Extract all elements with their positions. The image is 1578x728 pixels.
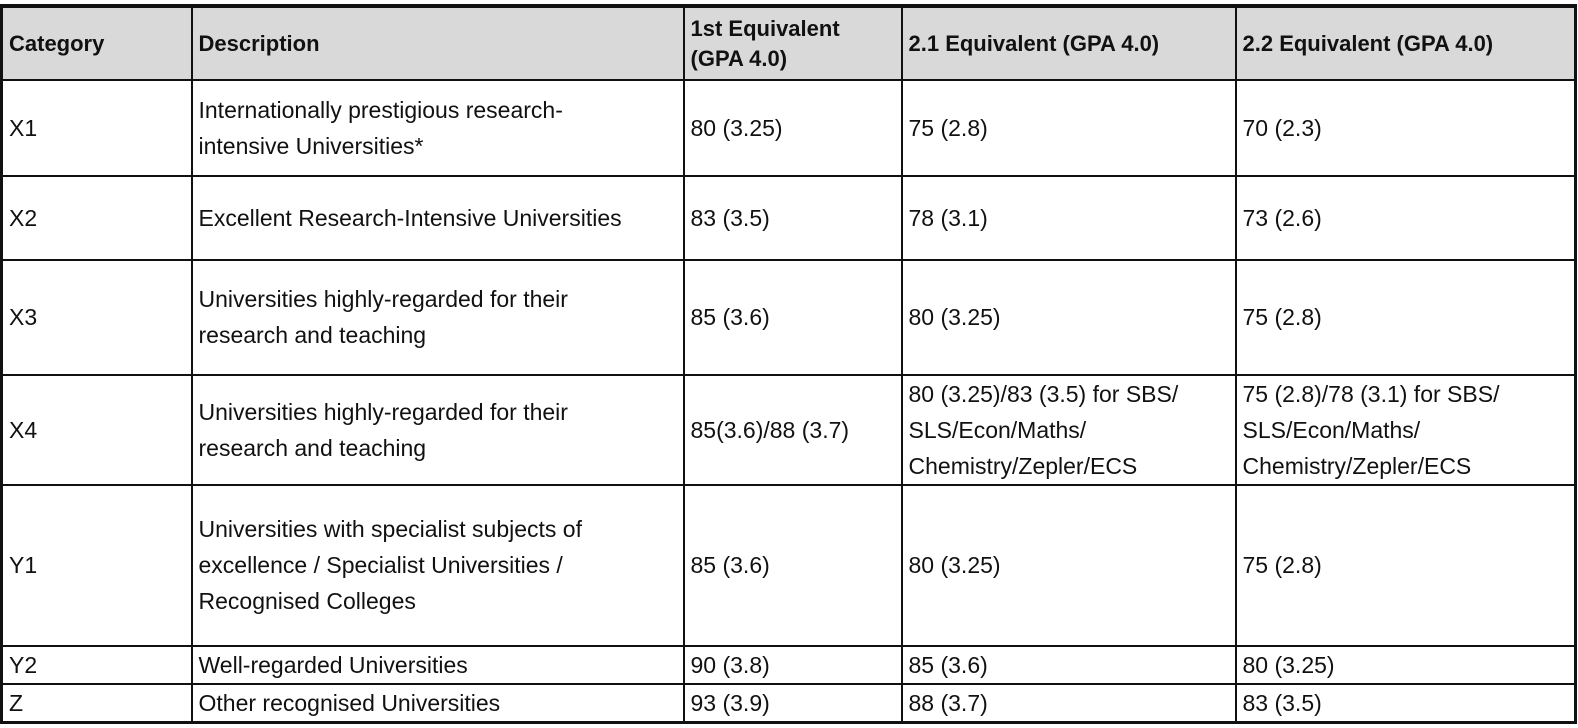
two-two-equivalent-value: 75 (2.8)/78 (3.1) for SBS/ SLS/Econ/Math… [1242,381,1500,480]
category-value: X3 [9,304,38,331]
grade-equivalence-table: Category Description 1st Equivalent (GPA… [0,4,1577,724]
header-first-equivalent: 1st Equivalent (GPA 4.0) [682,5,903,81]
category-cell: X1 [0,78,193,178]
description-value: Other recognised Universities [198,689,501,716]
category-cell: X2 [0,175,193,261]
two-one-equivalent-value: 85 (3.6) [908,651,988,678]
description-cell: Well-regarded Universities [190,644,685,685]
first-equivalent-cell: 85 (3.6) [682,258,903,376]
two-two-equivalent-value: 75 (2.8) [1242,552,1322,579]
category-value: X1 [9,115,38,142]
description-cell: Other recognised Universities [190,682,685,724]
table-row: Y2 Well-regarded Universities 90 (3.8) 8… [0,644,1577,685]
two-two-equivalent-cell: 70 (2.3) [1234,78,1577,178]
two-two-equivalent-cell: 75 (2.8) [1234,484,1577,647]
header-category-label: Category [9,30,105,56]
description-value: Excellent Research-Intensive Universitie… [198,204,622,231]
two-one-equivalent-value: 88 (3.7) [908,689,988,716]
header-two-two-equivalent-label: 2.2 Equivalent (GPA 4.0) [1242,30,1494,56]
category-value: Z [9,689,24,716]
table-row: X3 Universities highly-regarded for thei… [0,258,1577,376]
header-description: Description [190,5,685,81]
two-two-equivalent-value: 70 (2.3) [1242,115,1322,142]
two-one-equivalent-value: 75 (2.8) [908,115,988,142]
first-equivalent-value: 85 (3.6) [690,552,770,579]
category-value: Y1 [9,552,38,579]
description-value: Universities highly-regarded for their r… [198,399,568,462]
table-row: Y1 Universities with specialist subjects… [0,484,1577,647]
equivalence-table-container: Category Description 1st Equivalent (GPA… [0,4,1577,724]
two-one-equivalent-value: 78 (3.1) [908,204,988,231]
first-equivalent-cell: 83 (3.5) [682,175,903,261]
table-row: X4 Universities highly-regarded for thei… [0,373,1577,487]
table-row: Z Other recognised Universities 93 (3.9)… [0,682,1577,724]
header-description-label: Description [198,30,320,56]
two-two-equivalent-value: 83 (3.5) [1242,689,1322,716]
header-two-two-equivalent: 2.2 Equivalent (GPA 4.0) [1234,5,1577,81]
category-cell: Z [0,682,193,724]
first-equivalent-cell: 85(3.6)/88 (3.7) [682,373,903,487]
header-category: Category [0,5,193,81]
two-one-equivalent-cell: 80 (3.25) [900,258,1237,376]
two-two-equivalent-value: 73 (2.6) [1242,204,1322,231]
category-cell: Y1 [0,484,193,647]
first-equivalent-cell: 90 (3.8) [682,644,903,685]
two-one-equivalent-cell: 75 (2.8) [900,78,1237,178]
table-row: X2 Excellent Research-Intensive Universi… [0,175,1577,261]
description-cell: Universities highly-regarded for their r… [190,373,685,487]
first-equivalent-value: 83 (3.5) [690,204,770,231]
category-value: Y2 [9,651,38,678]
description-value: Universities highly-regarded for their r… [198,286,568,349]
two-one-equivalent-cell: 85 (3.6) [900,644,1237,685]
two-one-equivalent-value: 80 (3.25) [908,552,1001,579]
description-cell: Internationally prestigious research- in… [190,78,685,178]
description-value: Internationally prestigious research- in… [198,97,563,160]
two-one-equivalent-cell: 88 (3.7) [900,682,1237,724]
description-value: Well-regarded Universities [198,651,468,678]
header-first-equivalent-label: 1st Equivalent (GPA 4.0) [690,15,840,71]
first-equivalent-value: 80 (3.25) [690,115,783,142]
header-two-one-equivalent-label: 2.1 Equivalent (GPA 4.0) [908,30,1160,56]
first-equivalent-value: 85 (3.6) [690,304,770,331]
table-header-row: Category Description 1st Equivalent (GPA… [0,5,1577,81]
two-one-equivalent-cell: 78 (3.1) [900,175,1237,261]
two-one-equivalent-cell: 80 (3.25)/83 (3.5) for SBS/ SLS/Econ/Mat… [900,373,1237,487]
two-one-equivalent-value: 80 (3.25) [908,304,1001,331]
two-two-equivalent-cell: 80 (3.25) [1234,644,1577,685]
category-value: X2 [9,204,38,231]
description-cell: Excellent Research-Intensive Universitie… [190,175,685,261]
two-two-equivalent-value: 75 (2.8) [1242,304,1322,331]
first-equivalent-value: 85(3.6)/88 (3.7) [690,417,850,444]
category-value: X4 [9,417,38,444]
description-value: Universities with specialist subjects of… [198,516,582,615]
two-two-equivalent-cell: 75 (2.8) [1234,258,1577,376]
header-two-one-equivalent: 2.1 Equivalent (GPA 4.0) [900,5,1237,81]
two-two-equivalent-cell: 75 (2.8)/78 (3.1) for SBS/ SLS/Econ/Math… [1234,373,1577,487]
category-cell: X3 [0,258,193,376]
first-equivalent-cell: 80 (3.25) [682,78,903,178]
two-two-equivalent-value: 80 (3.25) [1242,651,1335,678]
two-two-equivalent-cell: 73 (2.6) [1234,175,1577,261]
two-one-equivalent-cell: 80 (3.25) [900,484,1237,647]
category-cell: X4 [0,373,193,487]
first-equivalent-cell: 85 (3.6) [682,484,903,647]
first-equivalent-cell: 93 (3.9) [682,682,903,724]
description-cell: Universities highly-regarded for their r… [190,258,685,376]
description-cell: Universities with specialist subjects of… [190,484,685,647]
table-row: X1 Internationally prestigious research-… [0,78,1577,178]
category-cell: Y2 [0,644,193,685]
first-equivalent-value: 90 (3.8) [690,651,770,678]
two-two-equivalent-cell: 83 (3.5) [1234,682,1577,724]
two-one-equivalent-value: 80 (3.25)/83 (3.5) for SBS/ SLS/Econ/Mat… [908,381,1179,480]
first-equivalent-value: 93 (3.9) [690,689,770,716]
